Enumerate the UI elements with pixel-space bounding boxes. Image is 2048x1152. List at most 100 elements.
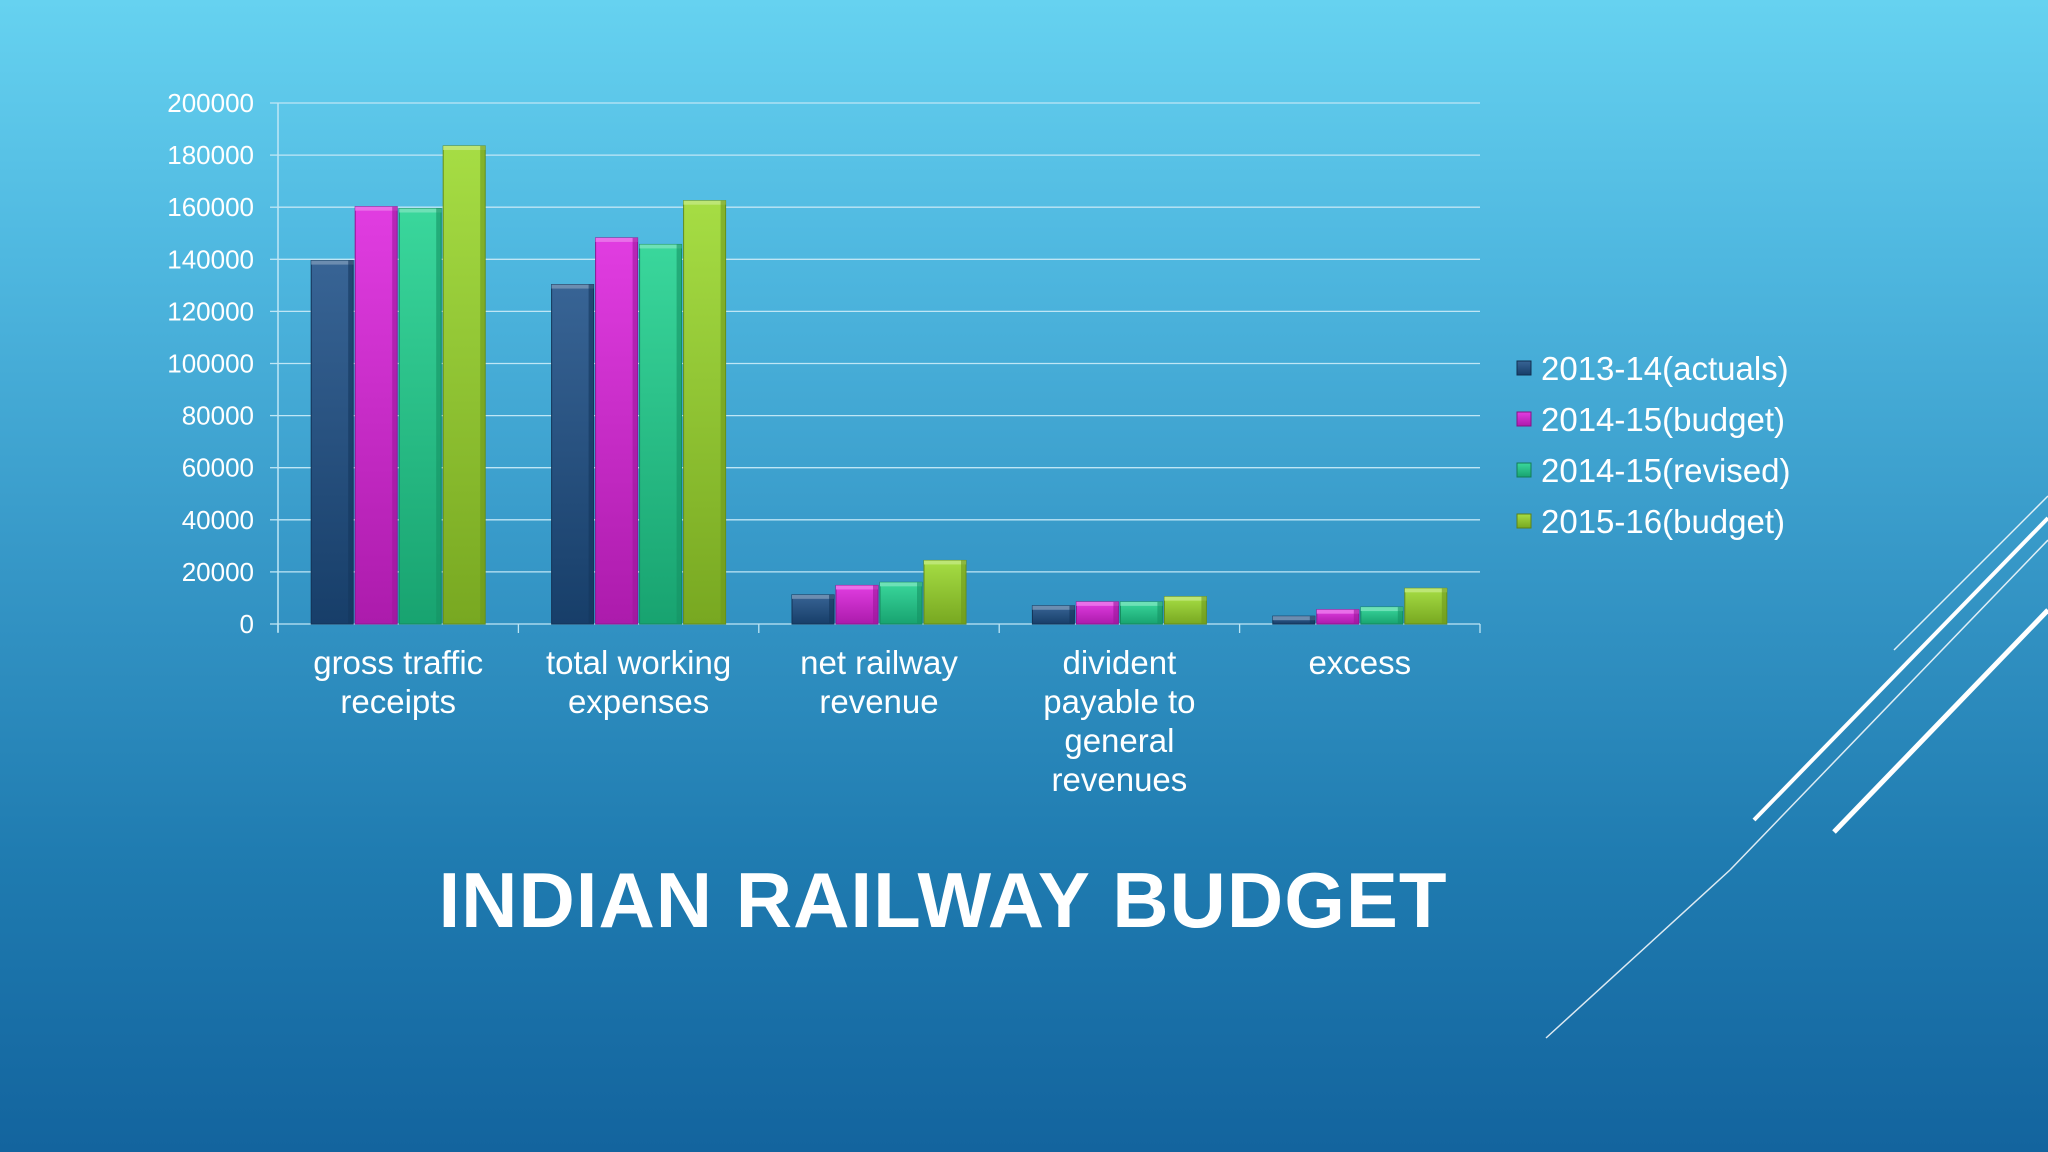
bar-body <box>639 243 683 625</box>
bar <box>1360 606 1404 625</box>
y-tick-label: 120000 <box>167 296 254 326</box>
legend-item: 2013-14(actuals) <box>1516 350 1789 387</box>
bar <box>683 200 727 625</box>
category-label-line: general <box>1064 722 1174 759</box>
bar-side <box>392 206 398 624</box>
bar <box>639 243 683 625</box>
category-label-line: expenses <box>568 683 709 720</box>
category-label: total working expenses <box>546 644 731 720</box>
bar-top <box>355 206 398 211</box>
bar-top <box>1360 607 1403 612</box>
legend-label: 2015-16(budget) <box>1541 503 1785 540</box>
y-tick-label: 60000 <box>182 453 254 483</box>
y-tick-label: 180000 <box>167 140 254 170</box>
bar-top <box>595 237 638 242</box>
bar-side <box>436 208 442 624</box>
bar-side <box>632 237 638 624</box>
bar <box>442 145 486 625</box>
bar-body <box>1163 596 1207 625</box>
bar-top <box>1272 616 1315 621</box>
y-tick-label: 160000 <box>167 192 254 222</box>
bar-body <box>398 208 442 625</box>
legend-swatch <box>1516 360 1532 376</box>
bar-top <box>880 582 922 587</box>
category-label-line: excess <box>1308 644 1411 681</box>
bar-top <box>311 260 354 265</box>
bar-top <box>551 284 594 289</box>
bar-top <box>792 594 834 599</box>
category-label-line: divident <box>1063 644 1177 681</box>
y-tick-label: 0 <box>240 609 254 639</box>
legend-item: 2015-16(budget) <box>1516 503 1785 540</box>
bar <box>1031 605 1075 625</box>
bar-body <box>683 200 727 625</box>
bar-body <box>595 237 639 625</box>
bar-side <box>961 560 966 624</box>
category-label: net railway revenue <box>800 644 958 720</box>
bar-top <box>639 244 682 249</box>
category-label-line: revenue <box>819 683 938 720</box>
bar <box>835 584 879 625</box>
bar-top <box>1404 588 1447 593</box>
bar-top <box>443 145 486 150</box>
bar-body <box>442 145 486 625</box>
bar <box>1075 601 1119 625</box>
bar <box>354 206 398 625</box>
bar-side <box>829 594 834 624</box>
category-label-line: total working <box>546 644 731 681</box>
bar-side <box>348 260 354 624</box>
legend-label: 2014-15(revised) <box>1541 452 1790 489</box>
bar <box>1163 596 1207 625</box>
deco-line <box>1752 516 2048 822</box>
bar-top <box>836 585 878 590</box>
bar <box>791 594 835 625</box>
axis-labels: 0 20000 40000 60000 80000 100000 120000 140000 1… <box>167 88 1411 798</box>
slide-title: INDIAN RAILWAY BUDGET <box>438 856 1448 944</box>
bar <box>398 208 442 625</box>
category-label: excess <box>1308 644 1411 681</box>
bar <box>551 284 595 625</box>
y-tick-label: 200000 <box>167 88 254 118</box>
bar-side <box>1201 596 1207 624</box>
bar <box>595 237 639 625</box>
bar-side <box>588 284 594 624</box>
bar-side <box>480 145 486 625</box>
category-label-line: net railway <box>800 644 958 681</box>
legend-swatch <box>1516 462 1532 478</box>
bar-side <box>1113 601 1119 624</box>
category-label-line: revenues <box>1052 761 1188 798</box>
bar-body <box>835 584 879 625</box>
bar-body <box>879 581 923 625</box>
bar <box>1316 609 1360 625</box>
bar-top <box>1076 601 1119 606</box>
y-tick-label: 100000 <box>167 349 254 379</box>
category-label-line: payable to <box>1043 683 1195 720</box>
y-tick-label: 140000 <box>167 244 254 274</box>
bar-top <box>1316 609 1359 614</box>
category-label: gross traffic receipts <box>313 644 483 720</box>
bar <box>1119 601 1163 625</box>
bar <box>1272 615 1316 625</box>
category-label-line: receipts <box>340 683 456 720</box>
legend-label: 2013-14(actuals) <box>1541 350 1789 387</box>
bar-side <box>873 585 878 624</box>
bar-body <box>551 284 595 625</box>
bar-side <box>676 244 682 625</box>
y-tick-label: 80000 <box>182 401 254 431</box>
bar-top <box>1120 601 1163 606</box>
bar-top <box>1032 605 1075 610</box>
bar-side <box>1309 616 1315 624</box>
bar-body <box>310 260 354 625</box>
deco-line <box>1893 495 2048 651</box>
bar-side <box>1069 605 1075 624</box>
bar-side <box>917 582 922 624</box>
bar-side <box>1353 609 1359 624</box>
legend-swatch <box>1516 411 1532 427</box>
bar-top <box>399 208 442 213</box>
bar <box>879 581 923 625</box>
legend-label: 2014-15(budget) <box>1541 401 1785 438</box>
bar-top <box>683 200 726 205</box>
